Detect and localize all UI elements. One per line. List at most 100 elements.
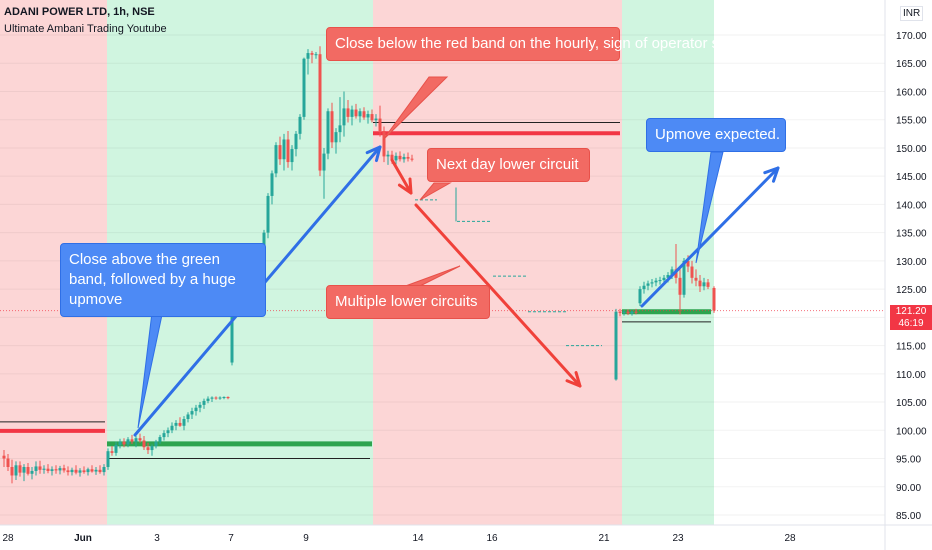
- candle-body: [26, 467, 30, 474]
- candle-body: [34, 466, 38, 471]
- candle-body: [346, 108, 350, 117]
- candle-body: [50, 469, 54, 471]
- candle-body: [70, 469, 74, 473]
- candle-body: [298, 116, 302, 134]
- candle-body: [698, 280, 702, 287]
- candle-body: [622, 311, 626, 313]
- candle-body: [306, 53, 310, 59]
- candle-body: [294, 133, 298, 150]
- candle-body: [110, 451, 114, 453]
- callout-pointer: [695, 151, 724, 264]
- candle-body: [378, 118, 382, 132]
- candle-body: [126, 439, 130, 445]
- x-tick-label: 23: [672, 533, 684, 544]
- candle-body: [314, 54, 318, 56]
- candle-body: [30, 470, 34, 474]
- x-tick-label: 9: [303, 533, 309, 544]
- candle-body: [134, 438, 138, 442]
- candle-body: [650, 282, 654, 284]
- zone-green-2: [622, 0, 714, 525]
- red-arrow-circuits: [414, 203, 582, 388]
- y-tick-label: 130.00: [896, 257, 927, 268]
- countdown-tag: 46:19: [890, 317, 932, 330]
- candle-body: [686, 260, 690, 267]
- callout-pointer: [382, 76, 449, 141]
- candle-body: [366, 114, 370, 118]
- candle-body: [62, 468, 66, 471]
- candle-body: [370, 114, 374, 121]
- candle-body: [318, 54, 322, 171]
- candle-body: [114, 444, 118, 453]
- candle-body: [14, 465, 18, 476]
- candle-body: [410, 158, 414, 160]
- candle-body: [82, 470, 86, 473]
- chart-subtitle: Ultimate Ambani Trading Youtube: [4, 23, 167, 35]
- candle-body: [2, 455, 6, 459]
- candle-body: [690, 266, 694, 278]
- candle-body: [86, 469, 90, 473]
- candle-body: [210, 397, 214, 399]
- y-tick-label: 115.00: [896, 342, 926, 353]
- candle-body: [18, 465, 22, 473]
- currency-label[interactable]: INR: [900, 6, 924, 21]
- red-arrow-drop: [390, 158, 413, 195]
- candle-body: [706, 282, 710, 287]
- y-tick-label: 150.00: [896, 144, 927, 155]
- candle-body: [278, 145, 282, 160]
- candle-body: [166, 430, 170, 434]
- candle-body: [382, 131, 386, 157]
- y-tick-label: 135.00: [896, 229, 927, 240]
- candle-body: [10, 467, 14, 476]
- callout-green-band: Close above the green band, followed by …: [60, 243, 266, 317]
- candle-body: [194, 407, 198, 412]
- callout-pointer: [419, 182, 452, 201]
- candle-body: [358, 111, 362, 117]
- y-tick-label: 125.00: [896, 285, 927, 296]
- candle-body: [666, 275, 670, 278]
- candle-body: [402, 156, 406, 160]
- candle-body: [162, 433, 166, 438]
- last-price-tag: 121.20: [890, 305, 932, 318]
- x-tick-label: Jun: [74, 533, 92, 544]
- candle-body: [286, 139, 290, 163]
- candle-body: [66, 470, 70, 473]
- candle-body: [326, 111, 330, 154]
- candle-body: [712, 287, 716, 311]
- y-tick-label: 95.00: [896, 455, 921, 466]
- candle-body: [682, 260, 686, 295]
- candle-body: [614, 311, 618, 380]
- red-arrow-circuits-head: [565, 371, 582, 388]
- candle-body: [638, 289, 642, 304]
- candle-body: [118, 441, 122, 445]
- candle-body: [670, 269, 674, 276]
- candle-body: [190, 411, 194, 415]
- candle-body: [270, 173, 274, 196]
- candle-body: [202, 400, 206, 405]
- x-tick-label: 7: [228, 533, 234, 544]
- callout-upmove-expected: Upmove expected.: [646, 118, 786, 152]
- candle-body: [170, 425, 174, 431]
- candle-body: [138, 438, 142, 441]
- blue-arrow-upmove-head: [365, 145, 382, 163]
- candle-body: [338, 125, 342, 133]
- candle-body: [330, 111, 334, 143]
- candle-body: [274, 145, 278, 174]
- candle-body: [158, 437, 162, 442]
- candle-body: [642, 285, 646, 290]
- y-tick-label: 85.00: [896, 511, 921, 522]
- candle-body: [310, 53, 314, 55]
- candle-body: [406, 156, 410, 159]
- candle-body: [38, 466, 42, 470]
- y-tick-label: 140.00: [896, 200, 927, 211]
- candle-body: [654, 280, 658, 283]
- candle-body: [658, 280, 662, 282]
- y-tick-label: 145.00: [896, 172, 927, 183]
- candle-body: [78, 470, 82, 473]
- candle-body: [646, 283, 650, 286]
- candle-body: [350, 109, 354, 117]
- candle-body: [626, 311, 630, 314]
- candle-body: [54, 469, 58, 471]
- candle-body: [218, 397, 222, 399]
- candle-body: [374, 118, 378, 121]
- candle-body: [90, 469, 94, 472]
